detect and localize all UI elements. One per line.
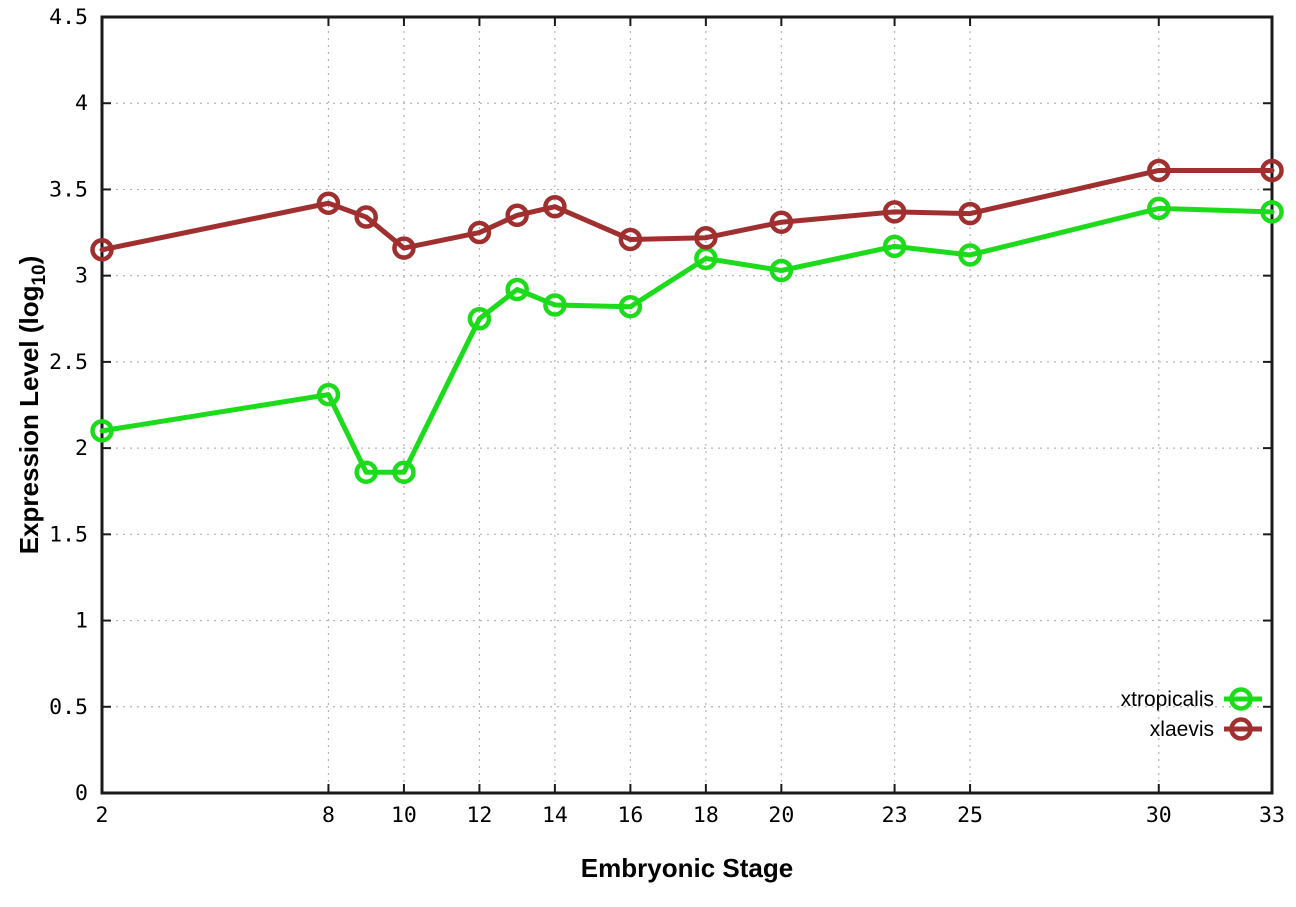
data-point-xtropicalis (769, 258, 794, 283)
data-point-xtropicalis (882, 234, 907, 259)
data-point-xtropicalis (618, 294, 643, 319)
x-tick-label: 30 (1146, 803, 1172, 828)
y-tick-label: 4 (75, 91, 88, 116)
x-tick-label: 25 (957, 803, 983, 828)
data-point-xtropicalis (958, 243, 982, 267)
legend-marker-xlaevis (1229, 717, 1253, 741)
x-tick-label: 20 (768, 803, 794, 828)
x-tick-label: 14 (542, 803, 568, 828)
y-axis-label: Expression Level (log10) (14, 256, 50, 555)
data-point-xlaevis (618, 227, 643, 252)
data-point-xtropicalis (90, 419, 114, 443)
data-point-xlaevis (505, 203, 529, 228)
x-tick-label: 33 (1259, 803, 1285, 828)
x-tick-label: 12 (466, 803, 492, 828)
x-axis-label: Embryonic Stage (581, 853, 793, 883)
series-line-xtropicalis (99, 205, 1275, 475)
y-tick-label: 0 (75, 781, 88, 806)
legend-label-xlaevis: xlaevis (1150, 718, 1214, 741)
x-tick-label: 10 (391, 803, 417, 828)
legend-marker-xtropicalis (1229, 687, 1253, 711)
data-point-xlaevis (316, 191, 341, 215)
data-point-xlaevis (90, 238, 114, 262)
data-point-xlaevis (1147, 158, 1171, 183)
data-point-xlaevis (543, 194, 567, 219)
data-point-xlaevis (882, 200, 907, 224)
y-tick-label: 4.5 (49, 5, 88, 30)
data-point-xtropicalis (505, 277, 529, 302)
data-point-xlaevis (467, 220, 492, 245)
y-tick-label: 3 (75, 264, 88, 289)
data-point-xtropicalis (354, 460, 378, 485)
y-tick-label: 1.5 (49, 522, 88, 547)
data-point-xlaevis (392, 236, 416, 260)
x-tick-label: 2 (96, 803, 109, 828)
data-point-xlaevis (354, 205, 378, 229)
y-tick-label: 1 (75, 609, 88, 634)
data-point-xlaevis (958, 201, 982, 226)
y-tick-label: 0.5 (49, 695, 88, 720)
y-tick-label: 3.5 (49, 177, 88, 202)
x-tick-label: 8 (322, 803, 335, 828)
legend-label-xtropicalis: xtropicalis (1121, 688, 1214, 711)
data-point-xtropicalis (1147, 196, 1171, 221)
y-tick-label: 2.5 (49, 350, 88, 375)
x-tick-label: 18 (693, 803, 719, 828)
data-point-xtropicalis (467, 307, 492, 331)
data-point-xtropicalis (543, 293, 567, 317)
data-point-xlaevis (1260, 158, 1284, 183)
data-point-xlaevis (694, 225, 718, 250)
y-tick-label: 2 (75, 436, 88, 461)
plot-border (100, 15, 1274, 795)
data-point-xlaevis (769, 210, 794, 234)
data-point-xtropicalis (316, 382, 341, 407)
x-tick-label: 23 (882, 803, 908, 828)
x-tick-label: 16 (617, 803, 643, 828)
data-point-xtropicalis (1260, 200, 1284, 224)
data-point-xtropicalis (392, 460, 416, 485)
